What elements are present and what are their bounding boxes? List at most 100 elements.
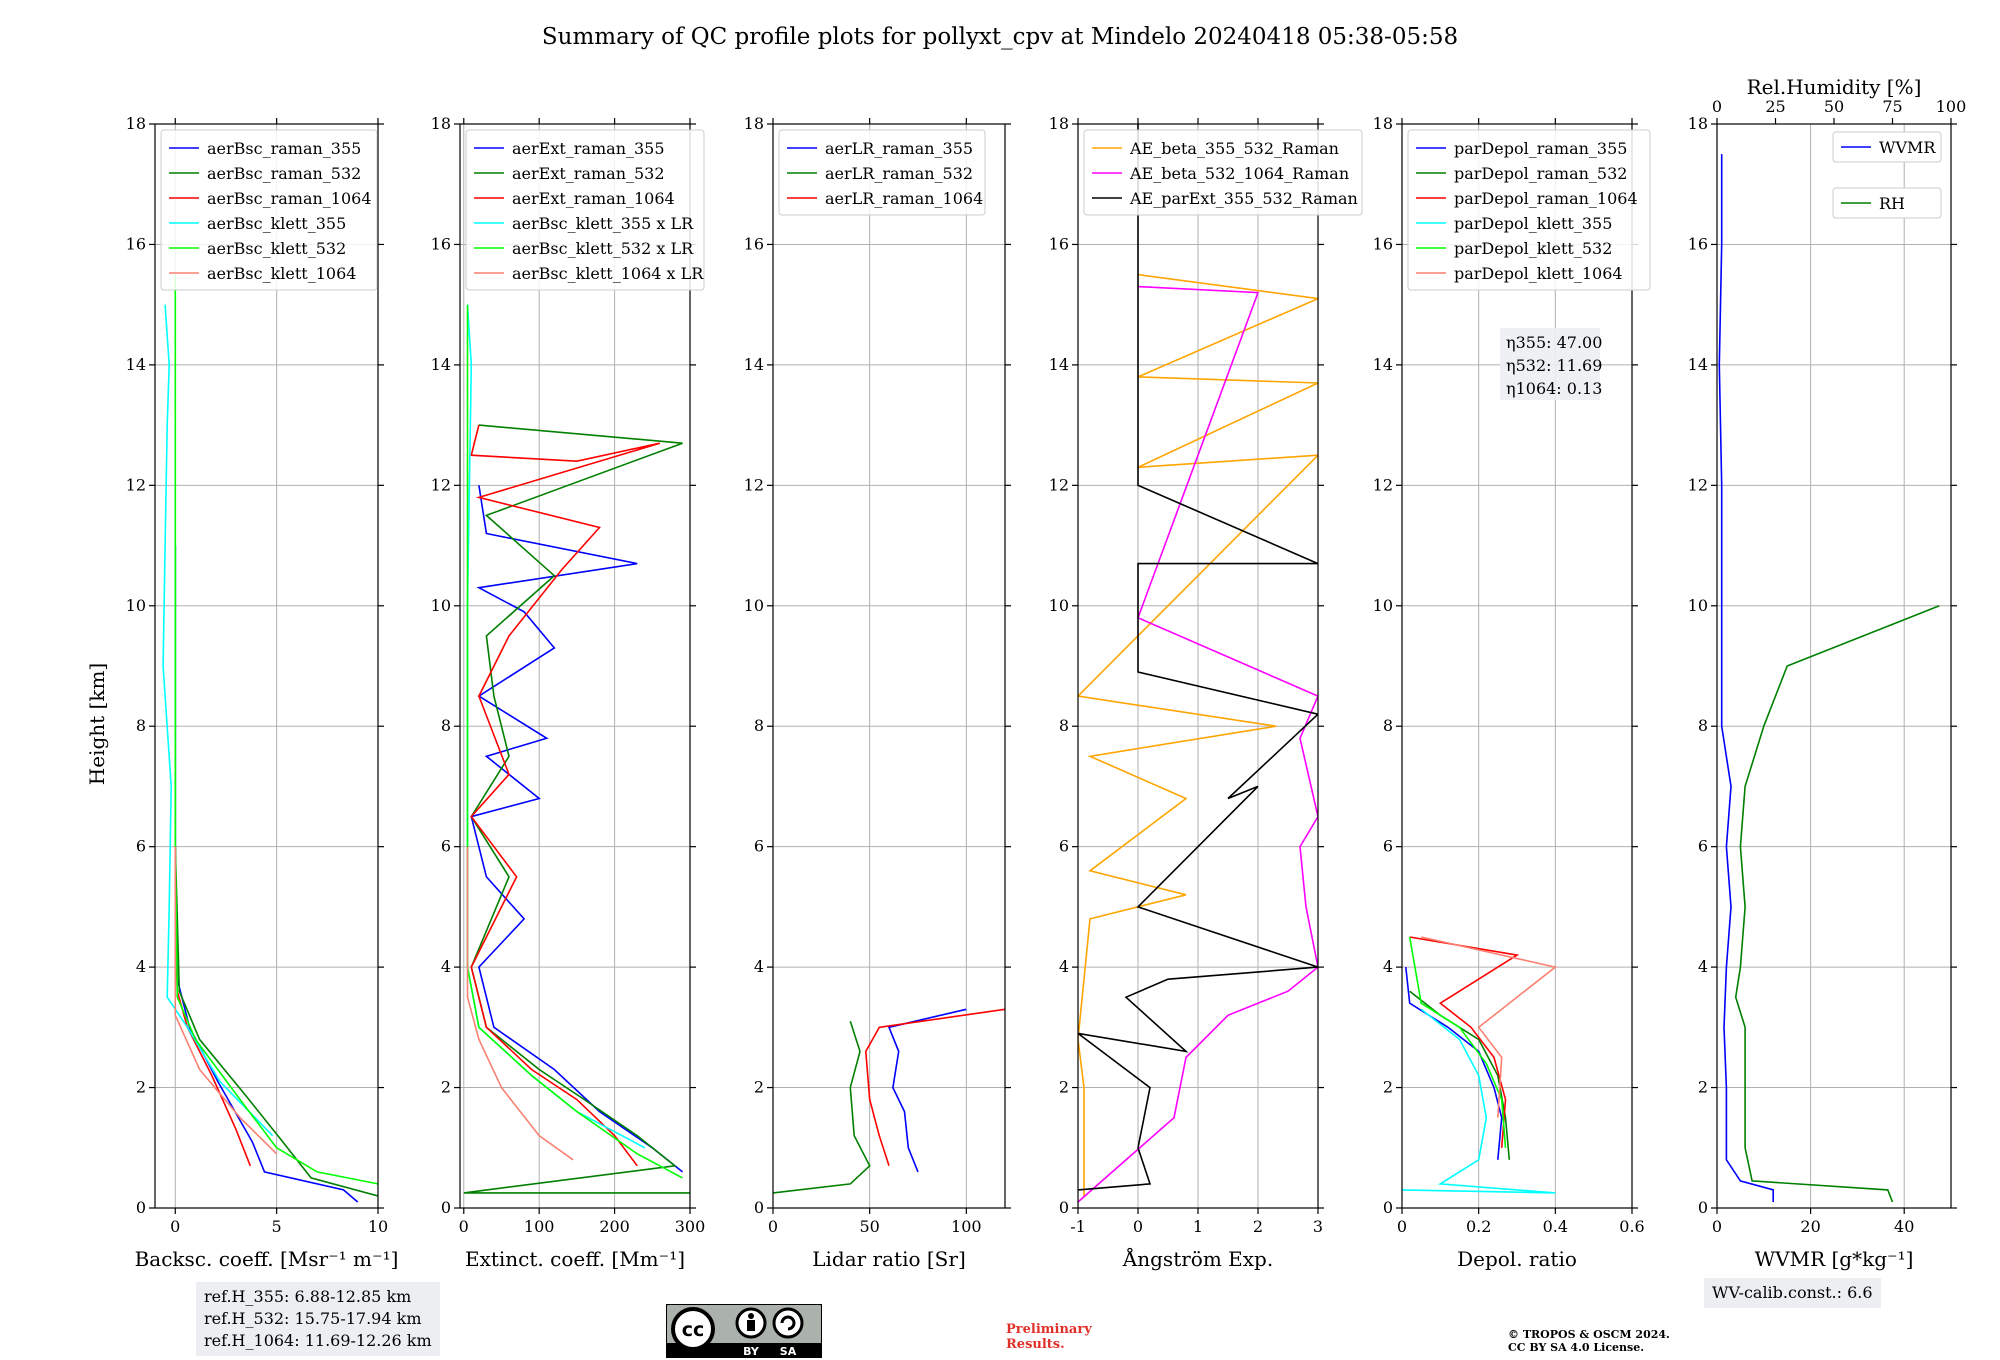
x-tick-label: 0.4 (1543, 1217, 1568, 1236)
series-RH (1734, 605, 1940, 1203)
depol-annotation-text: η532: 11.69 (1506, 356, 1602, 375)
ref-height-1064: ref.H_1064: 11.69-12.26 km (204, 1331, 432, 1350)
series-aerBsc_klett_1064 (174, 846, 278, 1155)
legend-box (160, 129, 378, 291)
y-tick-label: 0 (441, 1198, 451, 1217)
legend-label: parDepol_klett_1064 (1454, 264, 1623, 283)
x-tick-label: 0 (768, 1217, 778, 1236)
series-parDepol_raman_1064 (1409, 936, 1520, 1148)
series-aerBsc_klett_532 x LR (466, 304, 683, 1179)
x-tick-label: 200 (599, 1217, 630, 1236)
legend-label: AE_parExt_355_532_Raman (1129, 189, 1358, 208)
y-tick-label: 6 (1383, 837, 1393, 856)
y-tick-label: 6 (1059, 837, 1069, 856)
legend-label: aerBsc_klett_1064 (207, 264, 356, 283)
depol-annotation-text: η355: 47.00 (1506, 333, 1602, 352)
y-tick-label: 0 (1383, 1198, 1393, 1217)
x-tick-label: 100 (951, 1217, 982, 1236)
panel-lr: 0 2 4 6 8 10 12 14 16 18 0 50 100 Lidar ratio [Sr] aer… (744, 114, 1011, 1271)
legend-label: RH (1879, 194, 1905, 213)
y-tick-label: 2 (441, 1078, 451, 1097)
x-axis-label: WVMR [g*kg⁻¹] (1755, 1247, 1914, 1271)
y-tick-label: 16 (1373, 234, 1393, 253)
x-axis-label: Depol. ratio (1457, 1247, 1577, 1271)
y-tick-label: 6 (136, 837, 146, 856)
y-tick-label: 10 (1049, 596, 1069, 615)
series-AE_beta_532_1064_Raman (1078, 285, 1318, 1203)
y-tick-label: 16 (744, 234, 764, 253)
top-x-tick-label: 75 (1882, 97, 1902, 116)
y-tick-label: 18 (1373, 114, 1393, 133)
x-tick-label: 10 (368, 1217, 388, 1236)
series-parDepol_klett_355 (1402, 1008, 1556, 1194)
axes-frame (459, 123, 691, 1209)
axes-frame (772, 123, 1006, 1209)
y-tick-label: 8 (1383, 716, 1393, 735)
x-tick-label: 0.6 (1619, 1217, 1644, 1236)
wv-calibration-note: WV-calib.const.: 6.6 (1704, 1278, 1881, 1308)
series-aerLR_raman_532 (773, 1021, 871, 1194)
y-tick-label: 4 (754, 957, 764, 976)
y-tick-label: 18 (1688, 114, 1708, 133)
legend-box (465, 129, 705, 291)
legend-label: aerLR_raman_355 (825, 139, 973, 158)
y-tick-label: 0 (1698, 1198, 1708, 1217)
legend-label: aerBsc_klett_1064 x LR (512, 264, 704, 283)
series-AE_parExt_355_532_Raman (1078, 124, 1318, 1191)
legend-box (1832, 187, 1942, 219)
legend-label: aerBsc_klett_532 x LR (512, 239, 694, 258)
x-tick-label: 100 (524, 1217, 555, 1236)
y-tick-label: 6 (441, 837, 451, 856)
y-tick-label: 12 (744, 475, 764, 494)
figure-title: Summary of QC profile plots for pollyxt_… (542, 24, 1458, 50)
x-tick-label: 2 (1253, 1217, 1263, 1236)
panel-ext: 0 2 4 6 8 10 12 14 16 18 0 100 200 300 Extinct. coeff.… (431, 114, 706, 1271)
reference-height-note: ref.H_355: 6.88-12.85 km ref.H_532: 15.7… (196, 1282, 440, 1356)
x-tick-label: 300 (675, 1217, 706, 1236)
y-tick-label: 14 (1688, 355, 1708, 374)
top-x-tick-label: 25 (1765, 97, 1785, 116)
y-tick-label: 10 (431, 596, 451, 615)
preliminary-line-2: Results. (1006, 1337, 1065, 1352)
series-aerExt_raman_355 (470, 485, 683, 1173)
legend-label: aerBsc_klett_355 x LR (512, 214, 694, 233)
y-tick-label: 4 (1059, 957, 1069, 976)
axes-frame (1401, 123, 1633, 1209)
legend-label: aerBsc_raman_1064 (207, 189, 372, 208)
x-axis-label: Ångström Exp. (1122, 1246, 1273, 1271)
y-tick-label: 2 (754, 1078, 764, 1097)
y-axis-label: Height [km] (85, 663, 109, 785)
y-tick-label: 16 (1688, 234, 1708, 253)
y-tick-label: 10 (744, 596, 764, 615)
legend-label: AE_beta_355_532_Raman (1129, 139, 1339, 158)
series-group (1078, 124, 1318, 1203)
copyright-notice: © TROPOS & OSCM 2024. CC BY SA 4.0 Licen… (1508, 1328, 1670, 1354)
copyright-line-1: © TROPOS & OSCM 2024. (1508, 1328, 1670, 1341)
y-tick-label: 4 (1383, 957, 1393, 976)
legend-box (1832, 131, 1942, 163)
legend-label: aerExt_raman_532 (512, 164, 665, 183)
x-tick-label: 20 (1800, 1217, 1820, 1236)
y-tick-label: 0 (1059, 1198, 1069, 1217)
series-aerLR_raman_1064 (864, 1008, 1005, 1167)
y-tick-label: 12 (126, 475, 146, 494)
x-tick-label: 40 (1894, 1217, 1914, 1236)
series-group (1718, 154, 1940, 1203)
legend-label: parDepol_klett_355 (1454, 214, 1612, 233)
y-tick-label: 2 (1059, 1078, 1069, 1097)
top-x-tick-label: 100 (1936, 97, 1967, 116)
y-tick-label: 16 (126, 234, 146, 253)
legend-label: aerBsc_klett_355 (207, 214, 346, 233)
legend-label: parDepol_raman_1064 (1454, 189, 1638, 208)
series-WVMR (1718, 154, 1774, 1202)
legend-label: aerExt_raman_355 (512, 139, 665, 158)
y-tick-label: 2 (136, 1078, 146, 1097)
series-aerExt_raman_1064 (470, 424, 661, 1167)
x-tick-label: 3 (1313, 1217, 1323, 1236)
series-aerBsc_raman_355 (174, 545, 359, 1203)
y-tick-label: 16 (1049, 234, 1069, 253)
series-aerBsc_klett_1064 x LR (466, 846, 574, 1161)
y-tick-label: 0 (754, 1198, 764, 1217)
copyright-line-2: CC BY SA 4.0 License. (1508, 1341, 1645, 1354)
